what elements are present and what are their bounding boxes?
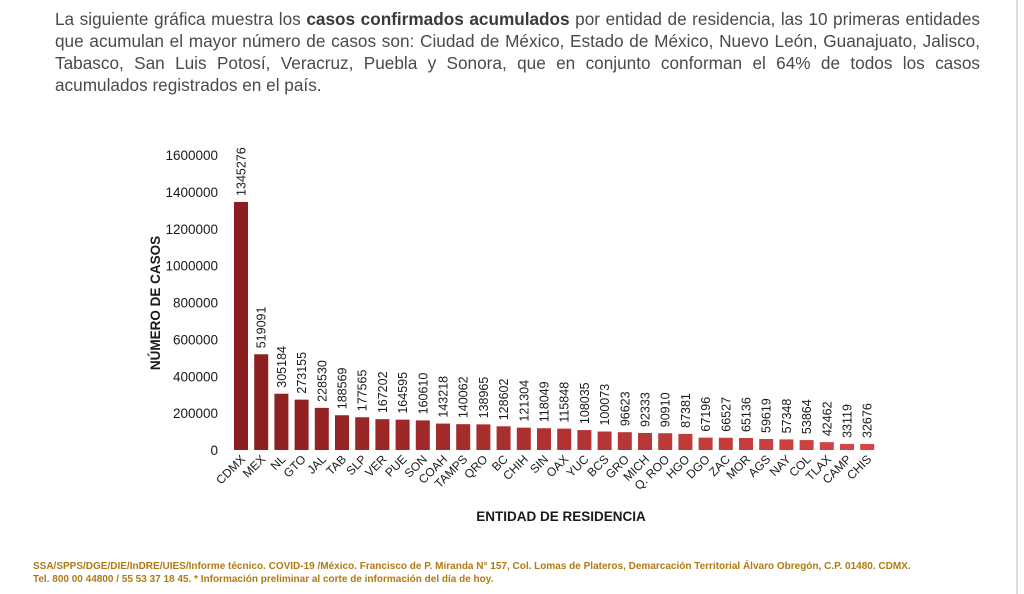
data-label: 32676 — [861, 403, 875, 438]
x-tick-label: JAL — [304, 452, 329, 477]
bar — [597, 431, 612, 450]
bar — [759, 439, 774, 450]
bar — [375, 419, 390, 450]
data-label: 188569 — [336, 367, 350, 409]
y-tick-label: 1400000 — [165, 185, 218, 200]
y-tick-label: 200000 — [173, 406, 218, 421]
data-label: 519091 — [255, 307, 269, 349]
bar — [617, 432, 632, 450]
data-label: 53864 — [800, 399, 814, 434]
bar — [718, 437, 733, 450]
bar — [274, 393, 289, 450]
bar — [234, 201, 248, 450]
bar — [860, 443, 875, 450]
data-label: 160610 — [416, 373, 430, 415]
data-label: 96623 — [618, 391, 632, 426]
bar — [254, 354, 269, 450]
bar — [819, 442, 834, 450]
intro-paragraph: La siguiente gráfica muestra los casos c… — [55, 8, 980, 96]
bar — [779, 439, 794, 450]
data-label: 59619 — [760, 398, 774, 433]
bar — [355, 417, 370, 450]
data-label: 57348 — [780, 399, 794, 434]
data-label: 100073 — [598, 384, 612, 426]
footer-line-1: SSA/SPPS/DGE/DIE/InDRE/UIES/Informe técn… — [33, 561, 911, 572]
bar — [638, 432, 652, 450]
bar — [456, 424, 471, 450]
data-label: 90910 — [659, 392, 673, 427]
bar — [496, 426, 511, 450]
intro-text-pre: La siguiente gráfica muestra los — [55, 9, 307, 29]
bar — [557, 428, 572, 450]
bar — [335, 415, 349, 450]
footer: SSA/SPPS/DGE/DIE/InDRE/UIES/Informe técn… — [33, 560, 993, 586]
footer-line-2: Tel. 800 00 44800 / 55 53 37 18 45. * In… — [33, 574, 494, 585]
bar — [516, 427, 531, 450]
data-label: 140062 — [457, 376, 471, 418]
data-label: 108035 — [578, 382, 592, 424]
y-tick-label: 600000 — [173, 332, 218, 347]
data-label: 65136 — [740, 397, 754, 432]
bar — [658, 433, 673, 450]
data-label: 164595 — [396, 372, 410, 414]
data-label: 228530 — [315, 360, 329, 402]
y-tick-label: 1200000 — [165, 222, 218, 237]
bar — [537, 428, 551, 450]
data-label: 1345276 — [235, 147, 249, 196]
data-label: 92333 — [639, 392, 653, 427]
data-label: 143218 — [437, 376, 451, 418]
intro-text-bold: casos confirmados acumulados — [306, 9, 570, 29]
intro-text-post: por entidad de residencia, las 10 primer… — [55, 9, 980, 95]
data-label: 273155 — [295, 352, 309, 394]
bar — [476, 424, 491, 450]
y-tick-label: 1600000 — [165, 148, 218, 163]
data-label: 118049 — [538, 381, 552, 422]
data-label: 33119 — [841, 404, 855, 438]
bar — [678, 433, 693, 450]
bar — [799, 440, 814, 450]
data-label: 67196 — [699, 397, 713, 432]
data-label: 115848 — [558, 382, 572, 423]
y-tick-label: 1000000 — [165, 259, 218, 274]
data-label: 121304 — [517, 380, 531, 422]
data-label: 138965 — [477, 377, 491, 419]
bar — [415, 420, 430, 450]
data-label: 87381 — [679, 393, 693, 428]
bar — [840, 443, 854, 450]
data-label: 177565 — [356, 370, 370, 412]
bar — [577, 430, 592, 450]
bar — [294, 399, 309, 450]
bar — [395, 419, 410, 450]
y-tick-label: 800000 — [173, 296, 218, 311]
bar — [436, 423, 450, 450]
bar — [698, 437, 713, 450]
bar — [739, 437, 753, 450]
x-tick-label: MEX — [240, 452, 268, 480]
data-label: 128602 — [497, 379, 511, 421]
x-tick-label: QRO — [461, 452, 490, 481]
x-axis-label: ENTIDAD DE RESIDENCIA — [476, 509, 646, 524]
y-tick-label: 400000 — [173, 369, 218, 384]
data-label: 305184 — [275, 346, 289, 388]
y-axis-label: NÚMERO DE CASOS — [148, 236, 163, 370]
bar — [314, 407, 329, 450]
data-label: 167202 — [376, 371, 390, 413]
data-label: 66527 — [719, 397, 733, 432]
data-label: 42462 — [820, 401, 834, 436]
y-tick-label: 0 — [210, 443, 218, 458]
